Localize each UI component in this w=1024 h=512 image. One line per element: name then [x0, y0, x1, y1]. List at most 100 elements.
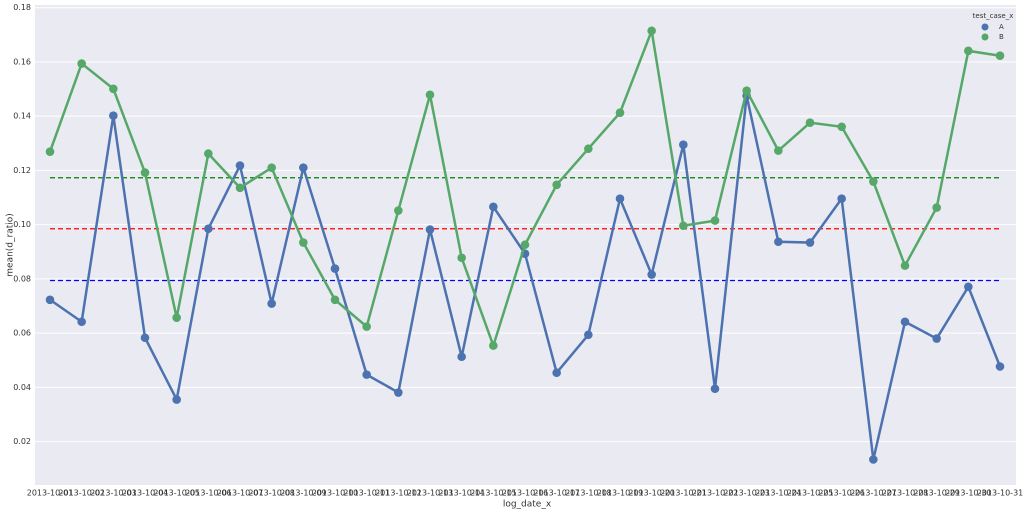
- point: [394, 388, 403, 397]
- x-tick-label: 2013-10-07: [217, 489, 264, 498]
- y-tick-label: 0.16: [13, 57, 31, 66]
- x-tick-label: 2013-10-11: [343, 489, 390, 498]
- point: [267, 163, 276, 173]
- legend-label: A: [999, 23, 1004, 31]
- point: [394, 206, 403, 215]
- point: [584, 330, 593, 340]
- point: [647, 270, 656, 279]
- x-tick-label: 2013-10-12: [375, 489, 422, 498]
- x-tick-label: 2013-10-17: [533, 489, 580, 498]
- legend-label: B: [999, 33, 1004, 41]
- point: [900, 317, 910, 327]
- point: [647, 26, 656, 36]
- y-tick-label: 0.06: [13, 329, 31, 338]
- x-tick-label: 2013-10-30: [945, 489, 992, 498]
- point: [362, 322, 371, 331]
- point: [552, 180, 561, 190]
- point: [837, 122, 846, 132]
- point: [995, 51, 1005, 61]
- point: [679, 221, 688, 231]
- y-tick-label: 0.04: [13, 383, 31, 392]
- point: [299, 238, 308, 247]
- x-tick-label: 2013-10-08: [248, 489, 295, 498]
- point: [552, 368, 561, 378]
- x-tick-label: 2013-10-09: [280, 489, 327, 498]
- point: [362, 370, 371, 379]
- x-tick-label: 2013-10-04: [122, 489, 169, 498]
- point: [520, 240, 530, 250]
- point: [837, 194, 846, 203]
- point: [932, 334, 941, 343]
- point: [584, 144, 593, 154]
- x-tick-label: 2013-10-24: [755, 489, 802, 498]
- point: [805, 118, 815, 127]
- point: [489, 202, 498, 212]
- y-tick-label: 0.18: [13, 3, 31, 12]
- x-tick-label: 2013-10-05: [153, 489, 200, 498]
- point: [235, 161, 245, 170]
- point: [140, 333, 150, 343]
- point: [330, 295, 340, 305]
- point: [172, 395, 181, 404]
- point: [869, 177, 878, 186]
- x-tick-label: 2013-10-22: [692, 489, 739, 498]
- point: [615, 194, 625, 203]
- point: [109, 111, 118, 120]
- x-tick-label: 2013-10-20: [628, 489, 675, 498]
- point: [204, 149, 213, 158]
- x-tick-label: 2013-10-19: [597, 489, 644, 498]
- point: [900, 261, 910, 270]
- y-axis-label: mean(d_ratio): [6, 213, 16, 277]
- point: [489, 341, 498, 350]
- point: [615, 108, 625, 117]
- x-tick-label: 2013-10-18: [565, 489, 612, 498]
- x-tick-label: 2013-10-03: [90, 489, 137, 498]
- y-tick-label: 0.02: [13, 437, 31, 446]
- x-tick-label: 2013-10-15: [470, 489, 517, 498]
- point: [932, 203, 941, 212]
- x-tick-label: 2013-10-23: [723, 489, 770, 498]
- y-tick-label: 0.14: [13, 112, 31, 121]
- x-tick-label: 2013-10-28: [882, 489, 929, 498]
- legend-title: test_case_x: [973, 12, 1014, 20]
- point: [710, 216, 720, 225]
- x-tick-label: 2013-10-06: [185, 489, 232, 498]
- y-tick-label: 0.12: [13, 166, 31, 175]
- point: [140, 168, 150, 177]
- x-tick-label: 2013-10-10: [312, 489, 359, 498]
- point: [774, 237, 783, 247]
- point: [805, 238, 815, 247]
- point: [45, 147, 55, 157]
- x-tick-label: 2013-10-16: [502, 489, 549, 498]
- x-tick-label: 2013-10-27: [850, 489, 897, 498]
- x-tick-label: 2013-10-13: [407, 489, 454, 498]
- x-tick-label: 2013-10-26: [818, 489, 865, 498]
- point: [77, 59, 86, 68]
- point: [425, 90, 435, 100]
- point: [299, 163, 308, 173]
- x-tick-label: 2013-10-29: [913, 489, 960, 498]
- point: [425, 225, 435, 234]
- point: [204, 224, 213, 234]
- point: [457, 352, 466, 362]
- point: [267, 299, 276, 308]
- legend-marker: [981, 23, 989, 31]
- point: [172, 313, 181, 322]
- x-tick-label: 2013-10-14: [438, 489, 485, 498]
- point: [45, 295, 55, 305]
- x-tick-label: 2013-10-02: [58, 489, 105, 498]
- point: [457, 253, 466, 263]
- point: [77, 317, 86, 327]
- point: [710, 384, 720, 394]
- x-tick-label: 2013-10-25: [787, 489, 834, 498]
- x-axis-label: log_date_x: [503, 500, 552, 510]
- y-tick-label: 0.10: [13, 220, 31, 229]
- y-tick-label: 0.08: [13, 274, 31, 283]
- point: [742, 86, 751, 95]
- point: [330, 264, 340, 273]
- point: [235, 183, 245, 193]
- x-tick-label: 2013-10-31: [977, 489, 1024, 498]
- point: [964, 282, 973, 292]
- point: [869, 455, 878, 464]
